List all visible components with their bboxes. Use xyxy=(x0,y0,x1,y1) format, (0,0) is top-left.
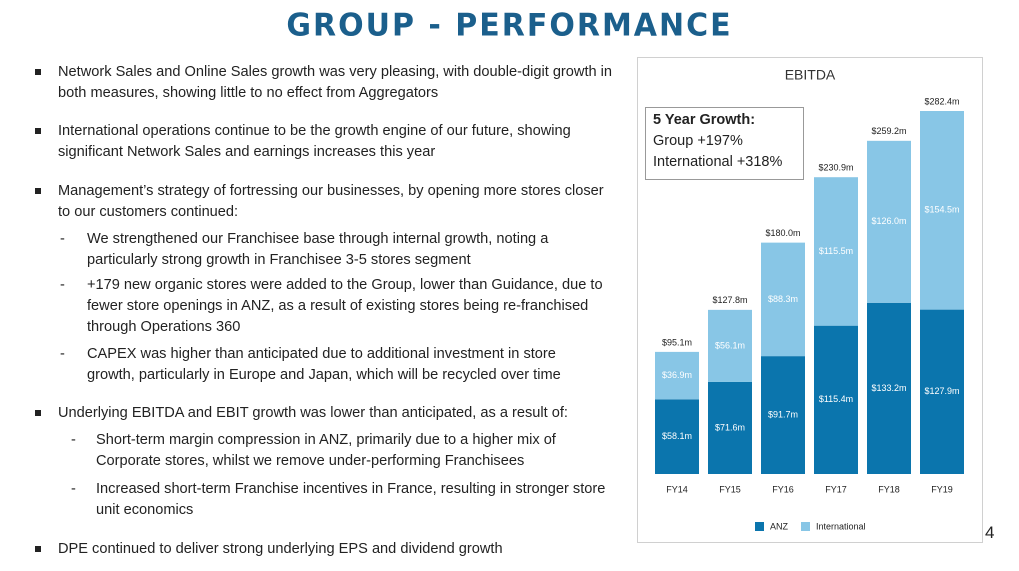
page-number: 4 xyxy=(985,523,995,542)
data-label: $154.5m xyxy=(924,205,959,215)
x-tick-label: FY18 xyxy=(878,484,900,494)
total-label: $95.1m xyxy=(662,337,692,347)
callout-text: Group +197% xyxy=(653,133,743,149)
chart: EBITDA 5 Year Growth: Group +197% Intern… xyxy=(637,57,983,543)
legend-label: International xyxy=(816,521,866,531)
x-tick-label: FY14 xyxy=(666,484,688,494)
data-label: $115.5m xyxy=(819,246,853,256)
sub-bullet: CAPEX was higher than anticipated due to… xyxy=(60,344,607,386)
x-tick-label: FY17 xyxy=(825,484,847,494)
data-label: $88.3m xyxy=(768,294,798,304)
x-tick-label: FY19 xyxy=(931,484,953,494)
chart-title: EBITDA xyxy=(785,67,836,83)
x-tick-label: FY16 xyxy=(772,484,794,494)
bar-segment xyxy=(761,242,805,357)
bar-segment xyxy=(708,381,752,474)
total-label: $180.0m xyxy=(765,228,800,238)
legend-swatch xyxy=(801,522,810,531)
data-label: $36.9m xyxy=(662,370,692,380)
bullet: Network Sales and Online Sales growth wa… xyxy=(35,62,618,104)
slide-title: GROUP - PERFORMANCE xyxy=(286,7,733,44)
bar-segment xyxy=(814,325,858,474)
total-label: $127.8m xyxy=(712,295,747,305)
total-label: $259.2m xyxy=(871,126,906,136)
bar-segment xyxy=(655,399,699,474)
bar-segment xyxy=(920,309,964,474)
sub-bullet: We strengthened our Franchisee base thro… xyxy=(60,229,607,271)
sub-bullet: +179 new organic stores were added to th… xyxy=(60,275,607,338)
callout-box xyxy=(645,107,804,180)
bar-segment xyxy=(867,140,911,303)
bar-segment xyxy=(708,309,752,382)
sub-bullet: Increased short-term Franchise incentive… xyxy=(71,479,616,521)
data-label: $126.0m xyxy=(871,216,906,226)
data-label: $115.4m xyxy=(819,394,853,404)
bar-segment xyxy=(920,111,964,310)
data-label: $91.7m xyxy=(768,409,798,419)
sub-bullet: Short-term margin compression in ANZ, pr… xyxy=(71,430,616,472)
bar-segment xyxy=(814,177,858,326)
bullet: Management’s strategy of fortressing our… xyxy=(35,181,618,223)
data-label: $127.9m xyxy=(924,386,959,396)
callout-text: 5 Year Growth: xyxy=(653,112,755,128)
data-label: $58.1m xyxy=(662,431,692,441)
bar-segment xyxy=(761,356,805,474)
data-label: $133.2m xyxy=(871,383,906,393)
legend-label: ANZ xyxy=(770,521,789,531)
legend-swatch xyxy=(755,522,764,531)
bullet: Underlying EBITDA and EBIT growth was lo… xyxy=(35,403,618,424)
bar-segment xyxy=(655,351,699,400)
bullet: International operations continue to be … xyxy=(35,121,618,163)
callout-text: International +318% xyxy=(653,154,782,170)
x-tick-label: FY15 xyxy=(719,484,741,494)
data-label: $71.6m xyxy=(715,422,745,432)
data-label: $56.1m xyxy=(715,340,745,350)
bar-segment xyxy=(867,302,911,474)
total-label: $282.4m xyxy=(924,96,959,106)
bullet: DPE continued to deliver strong underlyi… xyxy=(35,539,618,560)
total-label: $230.9m xyxy=(818,163,853,173)
